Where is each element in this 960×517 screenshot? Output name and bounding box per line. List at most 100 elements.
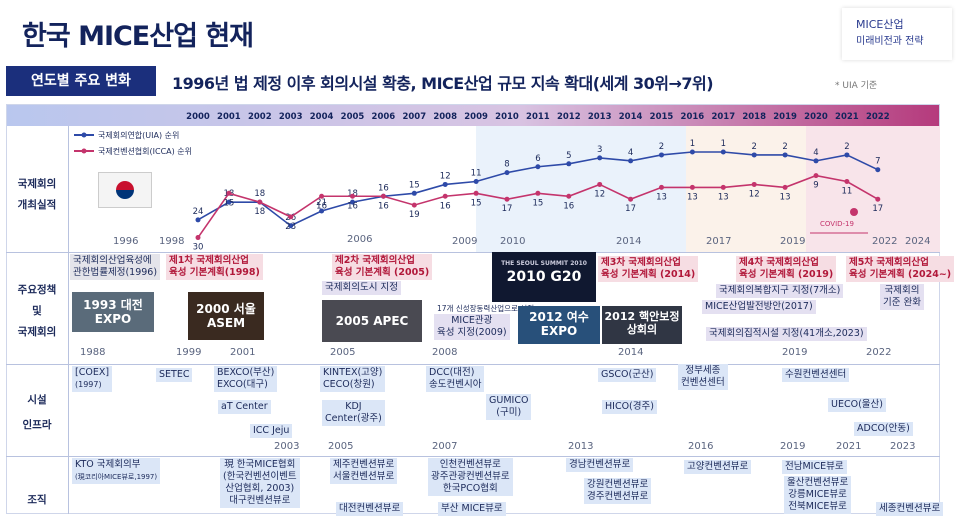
data-point (659, 152, 664, 158)
data-point (875, 196, 881, 202)
policy-complex: 국제회의복합지구 지정(7개소) (716, 284, 844, 298)
band-year: 2024 (905, 236, 931, 247)
data-point (288, 223, 294, 229)
data-label: 17 (872, 204, 883, 214)
band-year: 2021 (836, 441, 862, 452)
data-point (875, 167, 881, 173)
infra-bexco-exco: BEXCO(부산) EXCO(대구) (214, 366, 278, 392)
year-header: 2009 (464, 112, 488, 122)
event-yeosu-expo: 2012 여수 EXPO (518, 306, 600, 344)
data-label: 2 (751, 142, 756, 152)
band-year: 1996 (113, 236, 139, 247)
band-year: 2009 (452, 236, 478, 247)
infra-icc-jeju: ICC Jeju (250, 424, 293, 438)
data-label: 17 (625, 204, 636, 214)
legend-icca-label: 국제컨벤션협회(ICCA) 순위 (98, 146, 192, 156)
year-header: 2019 (773, 112, 797, 122)
data-point (844, 179, 850, 184)
band-year: 2001 (230, 347, 256, 358)
data-point (319, 193, 325, 199)
data-point (473, 179, 479, 184)
band-year: 2014 (616, 236, 642, 247)
year-header: 2007 (402, 112, 427, 122)
data-label: 24 (193, 207, 204, 217)
data-label: 13 (780, 192, 791, 202)
chart-legend: 국제회의연합(UIA) 순위 국제컨벤션협회(ICCA) 순위 (74, 130, 192, 156)
org-jeju-seoul: 제주컨벤션뷰로 서울컨벤션뷰로 (330, 458, 398, 484)
infra-coex: [COEX] (1997) (72, 366, 113, 392)
data-label: 6 (535, 154, 540, 164)
policy-city: 국제회의도시 지정 (322, 281, 401, 295)
data-point (226, 190, 232, 196)
infra-kdj: KDJ Center(광주) (322, 400, 385, 426)
data-point (350, 199, 355, 205)
data-point (195, 235, 201, 241)
band-year: 2007 (432, 441, 458, 452)
band-year: 2017 (706, 236, 732, 247)
band-year: 2003 (274, 441, 300, 452)
data-point (195, 217, 201, 223)
ranking-line-chart: 국제회의연합(UIA) 순위 국제컨벤션협회(ICCA) 순위 24181826… (74, 130, 883, 252)
event-seoul-asem: 2000 서울 ASEM (188, 292, 264, 340)
infra-setec: SETEC (156, 368, 193, 382)
event-daejeon-expo: 1993 대전 EXPO (72, 292, 154, 332)
data-point (597, 181, 603, 187)
data-label: 18 (254, 189, 265, 199)
year-header: 2015 (649, 112, 674, 122)
data-point (319, 208, 325, 214)
data-label: 13 (656, 192, 667, 202)
label-divider (68, 126, 69, 514)
infra-sejong: 정부세종 컨벤션센터 (678, 364, 728, 390)
data-label: 13 (687, 192, 698, 202)
infra-suwon: 수원컨벤션센터 (782, 368, 850, 382)
row-divider (6, 364, 940, 365)
logo-line1: MICE산업 (856, 18, 904, 31)
band-year: 2006 (347, 234, 373, 245)
headline-note: * UIA 기준 (835, 81, 878, 91)
data-point (782, 184, 788, 190)
data-point (813, 158, 819, 164)
data-label: 18 (254, 207, 265, 217)
band-year: 1998 (159, 236, 185, 247)
korea-flag-icon (98, 172, 152, 208)
year-header: 2005 (340, 112, 365, 122)
event-nuclear-summit: 2012 핵안보정상회의 (602, 306, 682, 344)
data-point (689, 184, 695, 190)
data-point (442, 193, 448, 199)
row-label-org: 조직 (27, 494, 47, 506)
data-point (504, 196, 510, 202)
data-point (535, 164, 541, 170)
data-label: 8 (504, 160, 509, 170)
data-point (411, 190, 417, 196)
data-label: 13 (718, 192, 729, 202)
year-header: 2003 (278, 112, 303, 122)
data-point (720, 149, 726, 155)
section-label: 연도별 주요 변화 (6, 66, 156, 96)
band-year: 2022 (866, 347, 892, 358)
infra-gumico: GUMICO (구미) (486, 394, 532, 420)
band-year: 1988 (80, 347, 106, 358)
band-year: 2010 (500, 236, 526, 247)
year-header: 2011 (526, 112, 550, 122)
data-point (257, 199, 263, 205)
data-point (659, 184, 664, 190)
data-label: 12 (749, 189, 760, 199)
infra-dcc-songdo: DCC(대전) 송도컨벤시아 (426, 366, 485, 392)
data-label: 7 (875, 157, 880, 167)
year-header: 2002 (247, 112, 272, 122)
year-header: 2016 (680, 112, 705, 122)
org-incheon-gwangju: 인천컨벤션뷰로 광주관광컨벤션뷰로 한국PCO협회 (428, 458, 513, 496)
band-year: 2008 (432, 347, 458, 358)
data-point (782, 152, 788, 158)
year-header: 2006 (371, 112, 396, 122)
data-point (350, 193, 355, 199)
data-point (442, 181, 448, 187)
band-year: 2014 (618, 347, 644, 358)
data-label: 11 (841, 187, 852, 197)
year-header: 2017 (711, 112, 736, 122)
policy-mice-tourism: MICE관광 육성 지정(2009) (434, 314, 510, 340)
data-label: 2 (782, 142, 787, 152)
data-label: 1 (690, 139, 695, 149)
year-header: 2022 (865, 112, 890, 122)
data-label: 9 (813, 181, 818, 191)
